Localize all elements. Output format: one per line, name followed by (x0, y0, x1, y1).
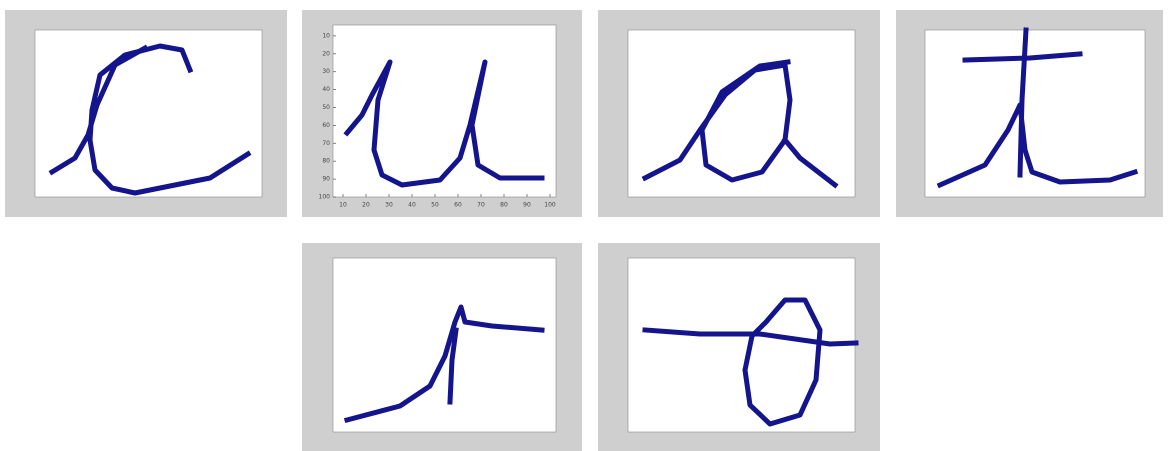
x-tick-label: 40 (408, 202, 416, 209)
x-tick-label: 50 (431, 202, 439, 209)
y-tick-label: 20 (322, 50, 330, 57)
x-tick-label: 100 (544, 202, 556, 209)
x-tick-label: 60 (454, 202, 462, 209)
y-tick-label: 40 (322, 86, 330, 93)
y-tick-label: 80 (322, 158, 330, 165)
x-tick-label: 10 (339, 202, 347, 209)
x-tick-label: 30 (385, 202, 393, 209)
y-tick-label: 90 (322, 176, 330, 183)
handwriting-strokes (48, 27, 1139, 427)
x-tick-label: 20 (362, 202, 370, 209)
y-tick-label: 100 (319, 194, 331, 201)
x-tick-label: 70 (477, 202, 485, 209)
panel-frames (5, 10, 1163, 451)
y-tick-label: 70 (322, 140, 330, 147)
x-tick-label: 90 (523, 202, 531, 209)
x-tick-label: 80 (500, 202, 508, 209)
y-tick-label: 50 (322, 104, 330, 111)
y-tick-label: 60 (322, 122, 330, 129)
y-tick-label: 10 (322, 32, 330, 39)
y-tick-label: 30 (322, 68, 330, 75)
